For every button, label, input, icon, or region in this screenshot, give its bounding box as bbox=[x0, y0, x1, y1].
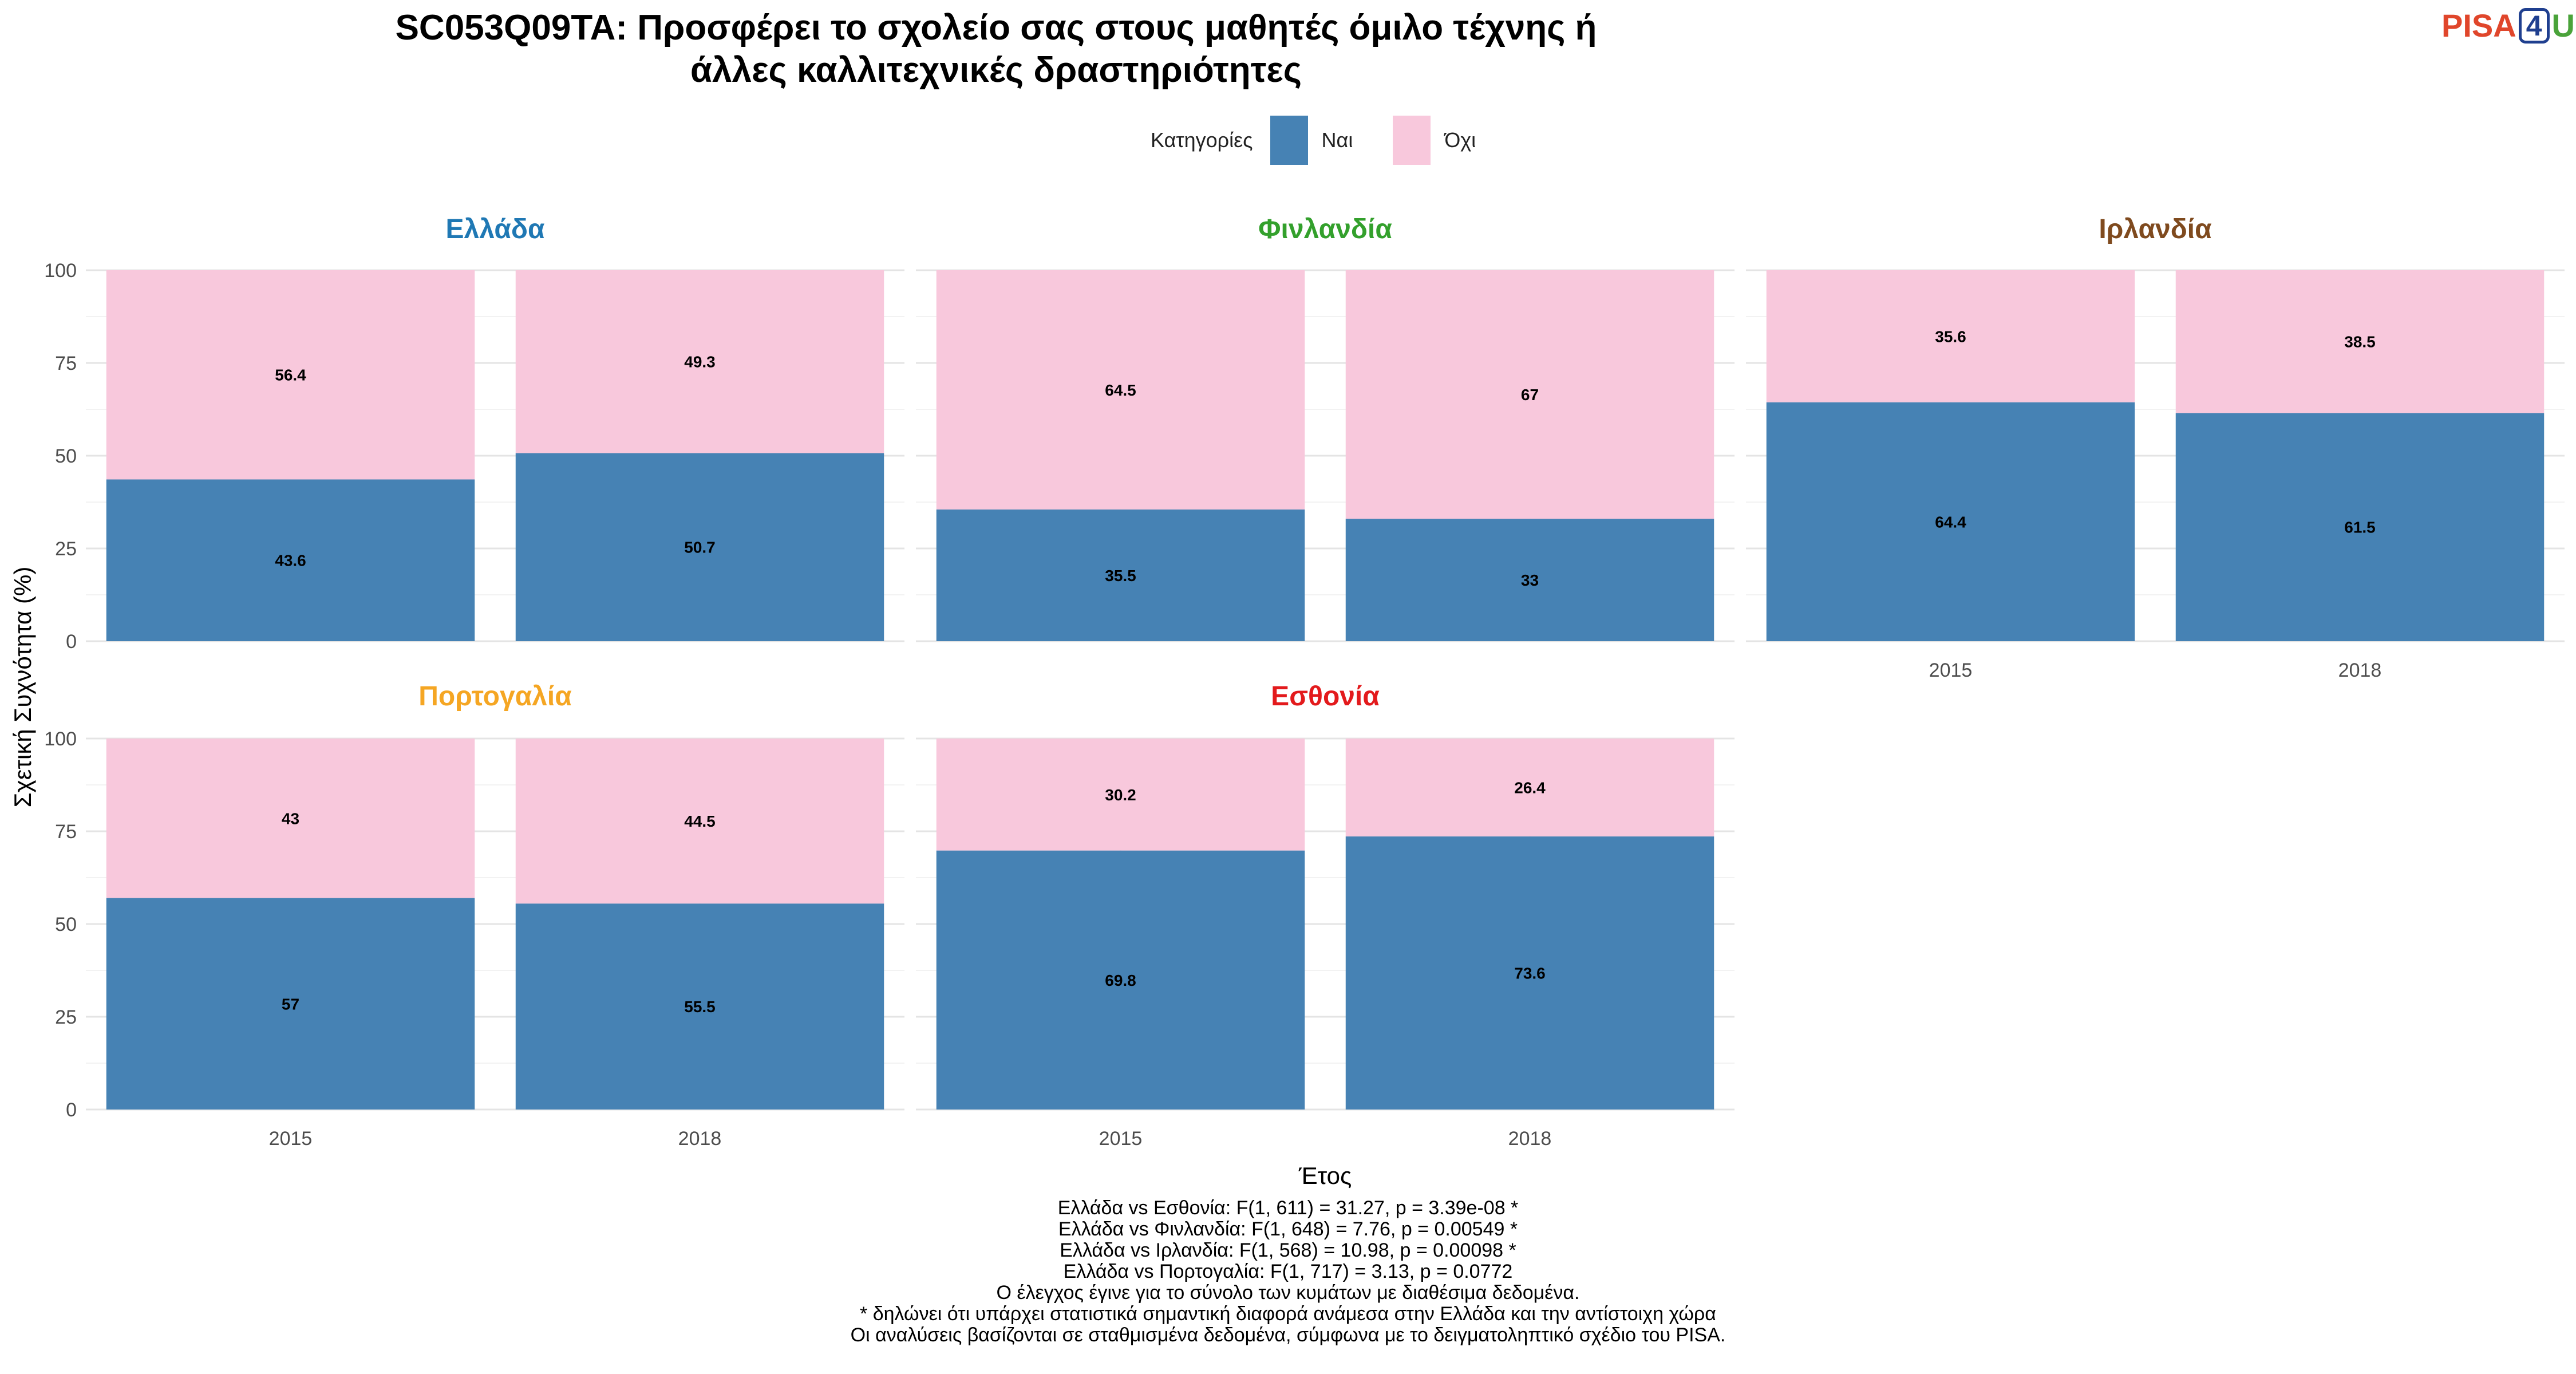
footnote-line: Ελλάδα vs Φινλανδία: F(1, 648) = 7.76, p… bbox=[1058, 1218, 1518, 1240]
data-label-ochi: 35.6 bbox=[1935, 327, 1966, 345]
panel-title: Ιρλανδία bbox=[2099, 214, 2212, 244]
y-axis-title: Σχετική Συχνότητα (%) bbox=[9, 567, 36, 808]
y-tick-label: 25 bbox=[55, 538, 77, 560]
footnote-line: Ελλάδα vs Εσθονία: F(1, 611) = 31.27, p … bbox=[1057, 1197, 1519, 1219]
footnote-line: Ελλάδα vs Ιρλανδία: F(1, 568) = 10.98, p… bbox=[1060, 1239, 1516, 1261]
y-tick-label: 0 bbox=[66, 631, 77, 653]
panel-2: 35.5 64.5 33 67 Φινλανδία bbox=[916, 214, 1735, 642]
y-tick-label: 25 bbox=[55, 1006, 77, 1028]
data-label-ochi: 30.2 bbox=[1105, 786, 1136, 804]
bar-segment-ochi bbox=[1345, 270, 1714, 519]
data-label-nai: 50.7 bbox=[684, 539, 716, 556]
x-tick-label: 2018 bbox=[2338, 660, 2382, 681]
y-tick-label: 0 bbox=[66, 1099, 77, 1121]
x-tick-label: 2018 bbox=[678, 1128, 722, 1150]
bar-segment-nai bbox=[515, 453, 884, 641]
panel-title: Πορτογαλία bbox=[418, 681, 572, 712]
bar-segment-nai bbox=[2175, 413, 2545, 641]
footnote-line: Οι αναλύσεις βασίζονται σε σταθμισμένα δ… bbox=[850, 1324, 1726, 1346]
data-label-ochi: 49.3 bbox=[684, 353, 716, 371]
data-label-nai: 61.5 bbox=[2344, 519, 2376, 536]
y-tick-label: 100 bbox=[44, 728, 77, 750]
bar-segment-nai bbox=[515, 903, 884, 1110]
bar-segment-nai bbox=[106, 479, 475, 641]
data-label-nai: 55.5 bbox=[684, 998, 716, 1016]
data-label-nai: 57 bbox=[282, 995, 299, 1013]
y-tick-label: 50 bbox=[55, 445, 77, 467]
data-label-ochi: 67 bbox=[1521, 386, 1539, 404]
legend: Κατηγορίες Ναι Όχι bbox=[1151, 114, 1499, 166]
bar-segment-ochi bbox=[515, 270, 884, 453]
legend-key-ochi bbox=[1393, 116, 1431, 165]
legend-title: Κατηγορίες bbox=[1151, 128, 1253, 152]
legend-label-nai: Ναι bbox=[1321, 128, 1353, 152]
data-label-nai: 64.4 bbox=[1935, 513, 1966, 531]
bar-segment-ochi bbox=[936, 270, 1305, 510]
bar-segment-ochi bbox=[936, 739, 1305, 851]
panel-3: 64.4 35.6 2015 61.5 38.5 2018 Ιρλανδία bbox=[1746, 214, 2565, 681]
bar-segment-ochi bbox=[106, 739, 475, 898]
x-tick-label: 2015 bbox=[1099, 1128, 1143, 1150]
y-tick-label: 75 bbox=[55, 821, 77, 843]
data-label-nai: 69.8 bbox=[1105, 972, 1136, 989]
footnotes: Ελλάδα vs Εσθονία: F(1, 611) = 31.27, p … bbox=[0, 1198, 2576, 1346]
footnote-line: Ο έλεγχος έγινε για το σύνολο των κυμάτω… bbox=[996, 1282, 1580, 1304]
footnote-line: Ελλάδα vs Πορτογαλία: F(1, 717) = 3.13, … bbox=[1063, 1261, 1513, 1282]
chart-title: SC053Q09TA: Προσφέρει το σχολείο σας στο… bbox=[286, 7, 1706, 92]
data-label-ochi: 43 bbox=[282, 810, 299, 827]
data-label-ochi: 26.4 bbox=[1514, 779, 1546, 797]
panel-title: Ελλάδα bbox=[446, 214, 545, 244]
x-tick-label: 2015 bbox=[269, 1128, 313, 1150]
bar-segment-nai bbox=[1766, 402, 2135, 641]
data-label-ochi: 56.4 bbox=[275, 366, 306, 384]
panel-title: Φινλανδία bbox=[1258, 214, 1392, 244]
x-axis-title: Έτος bbox=[1298, 1162, 1352, 1189]
bar-segment-nai bbox=[936, 509, 1305, 641]
data-label-nai: 73.6 bbox=[1514, 965, 1546, 982]
x-tick-label: 2015 bbox=[1929, 660, 1973, 681]
bar-segment-ochi bbox=[1766, 270, 2135, 402]
data-label-ochi: 44.5 bbox=[684, 812, 716, 830]
bar-segment-ochi bbox=[515, 739, 884, 904]
logo-text-pisa: PISA bbox=[2441, 7, 2516, 44]
data-label-nai: 33 bbox=[1521, 571, 1539, 589]
chart-title-line-2: άλλες καλλιτεχνικές δραστηριότητες bbox=[690, 50, 1302, 90]
bar-segment-ochi bbox=[1345, 739, 1714, 837]
data-label-ochi: 64.5 bbox=[1105, 381, 1136, 399]
y-tick-label: 50 bbox=[55, 914, 77, 935]
bar-segment-nai bbox=[1345, 519, 1714, 641]
data-label-ochi: 38.5 bbox=[2344, 333, 2376, 351]
panel-4: 0 25 50 75 100 57 43 2015 55.5 44.5 2018 Πορτογαλία bbox=[44, 681, 904, 1150]
legend-label-ochi: Όχι bbox=[1444, 128, 1476, 152]
legend-key-nai bbox=[1270, 116, 1308, 165]
data-label-nai: 43.6 bbox=[275, 552, 306, 570]
logo-text-4: 4 bbox=[2518, 8, 2550, 44]
panel-title: Εσθονία bbox=[1271, 681, 1380, 712]
chart-title-line-1: SC053Q09TA: Προσφέρει το σχολείο σας στο… bbox=[395, 8, 1597, 48]
panel-1: 0 25 50 75 100 43.6 56.4 50.7 49.3 Ελλάδα bbox=[44, 214, 904, 653]
pisa4u-logo: PISA 4 U bbox=[2441, 6, 2575, 46]
bar-segment-nai bbox=[106, 898, 475, 1110]
bar-segment-nai bbox=[936, 850, 1305, 1110]
y-tick-label: 100 bbox=[44, 260, 77, 282]
bar-segment-ochi bbox=[106, 270, 475, 480]
panel-5: 69.8 30.2 2015 73.6 26.4 2018 Εσθονία bbox=[916, 681, 1735, 1150]
footnote-line: * δηλώνει ότι υπάρχει στατιστικά σημαντι… bbox=[860, 1303, 1716, 1325]
bar-segment-ochi bbox=[2175, 270, 2545, 413]
bar-segment-nai bbox=[1345, 836, 1714, 1110]
data-label-nai: 35.5 bbox=[1105, 567, 1136, 585]
y-tick-label: 75 bbox=[55, 353, 77, 374]
logo-text-u: U bbox=[2551, 7, 2575, 44]
x-tick-label: 2018 bbox=[1508, 1128, 1552, 1150]
